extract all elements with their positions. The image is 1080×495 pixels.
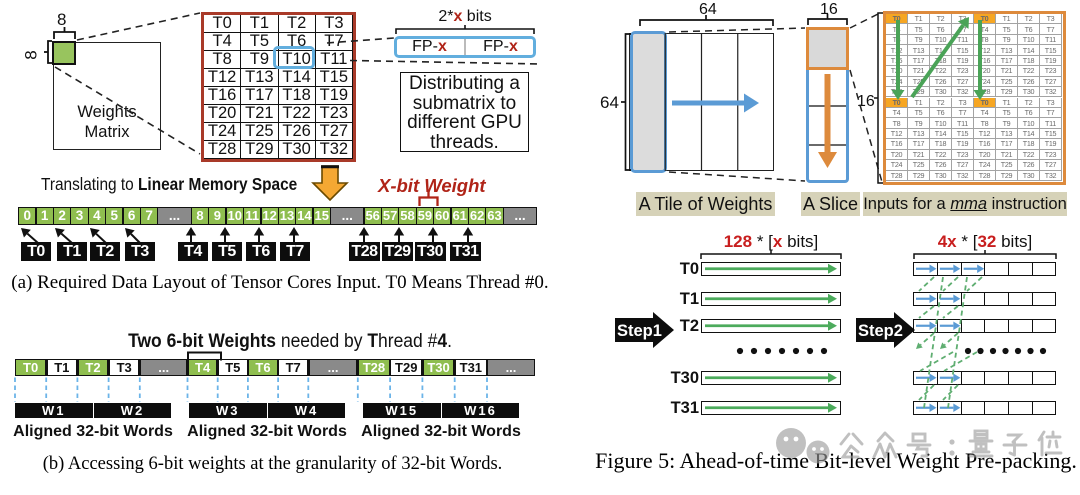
svg-text:Step2: Step2 [858,322,903,340]
svg-text:Step1: Step1 [617,322,662,340]
